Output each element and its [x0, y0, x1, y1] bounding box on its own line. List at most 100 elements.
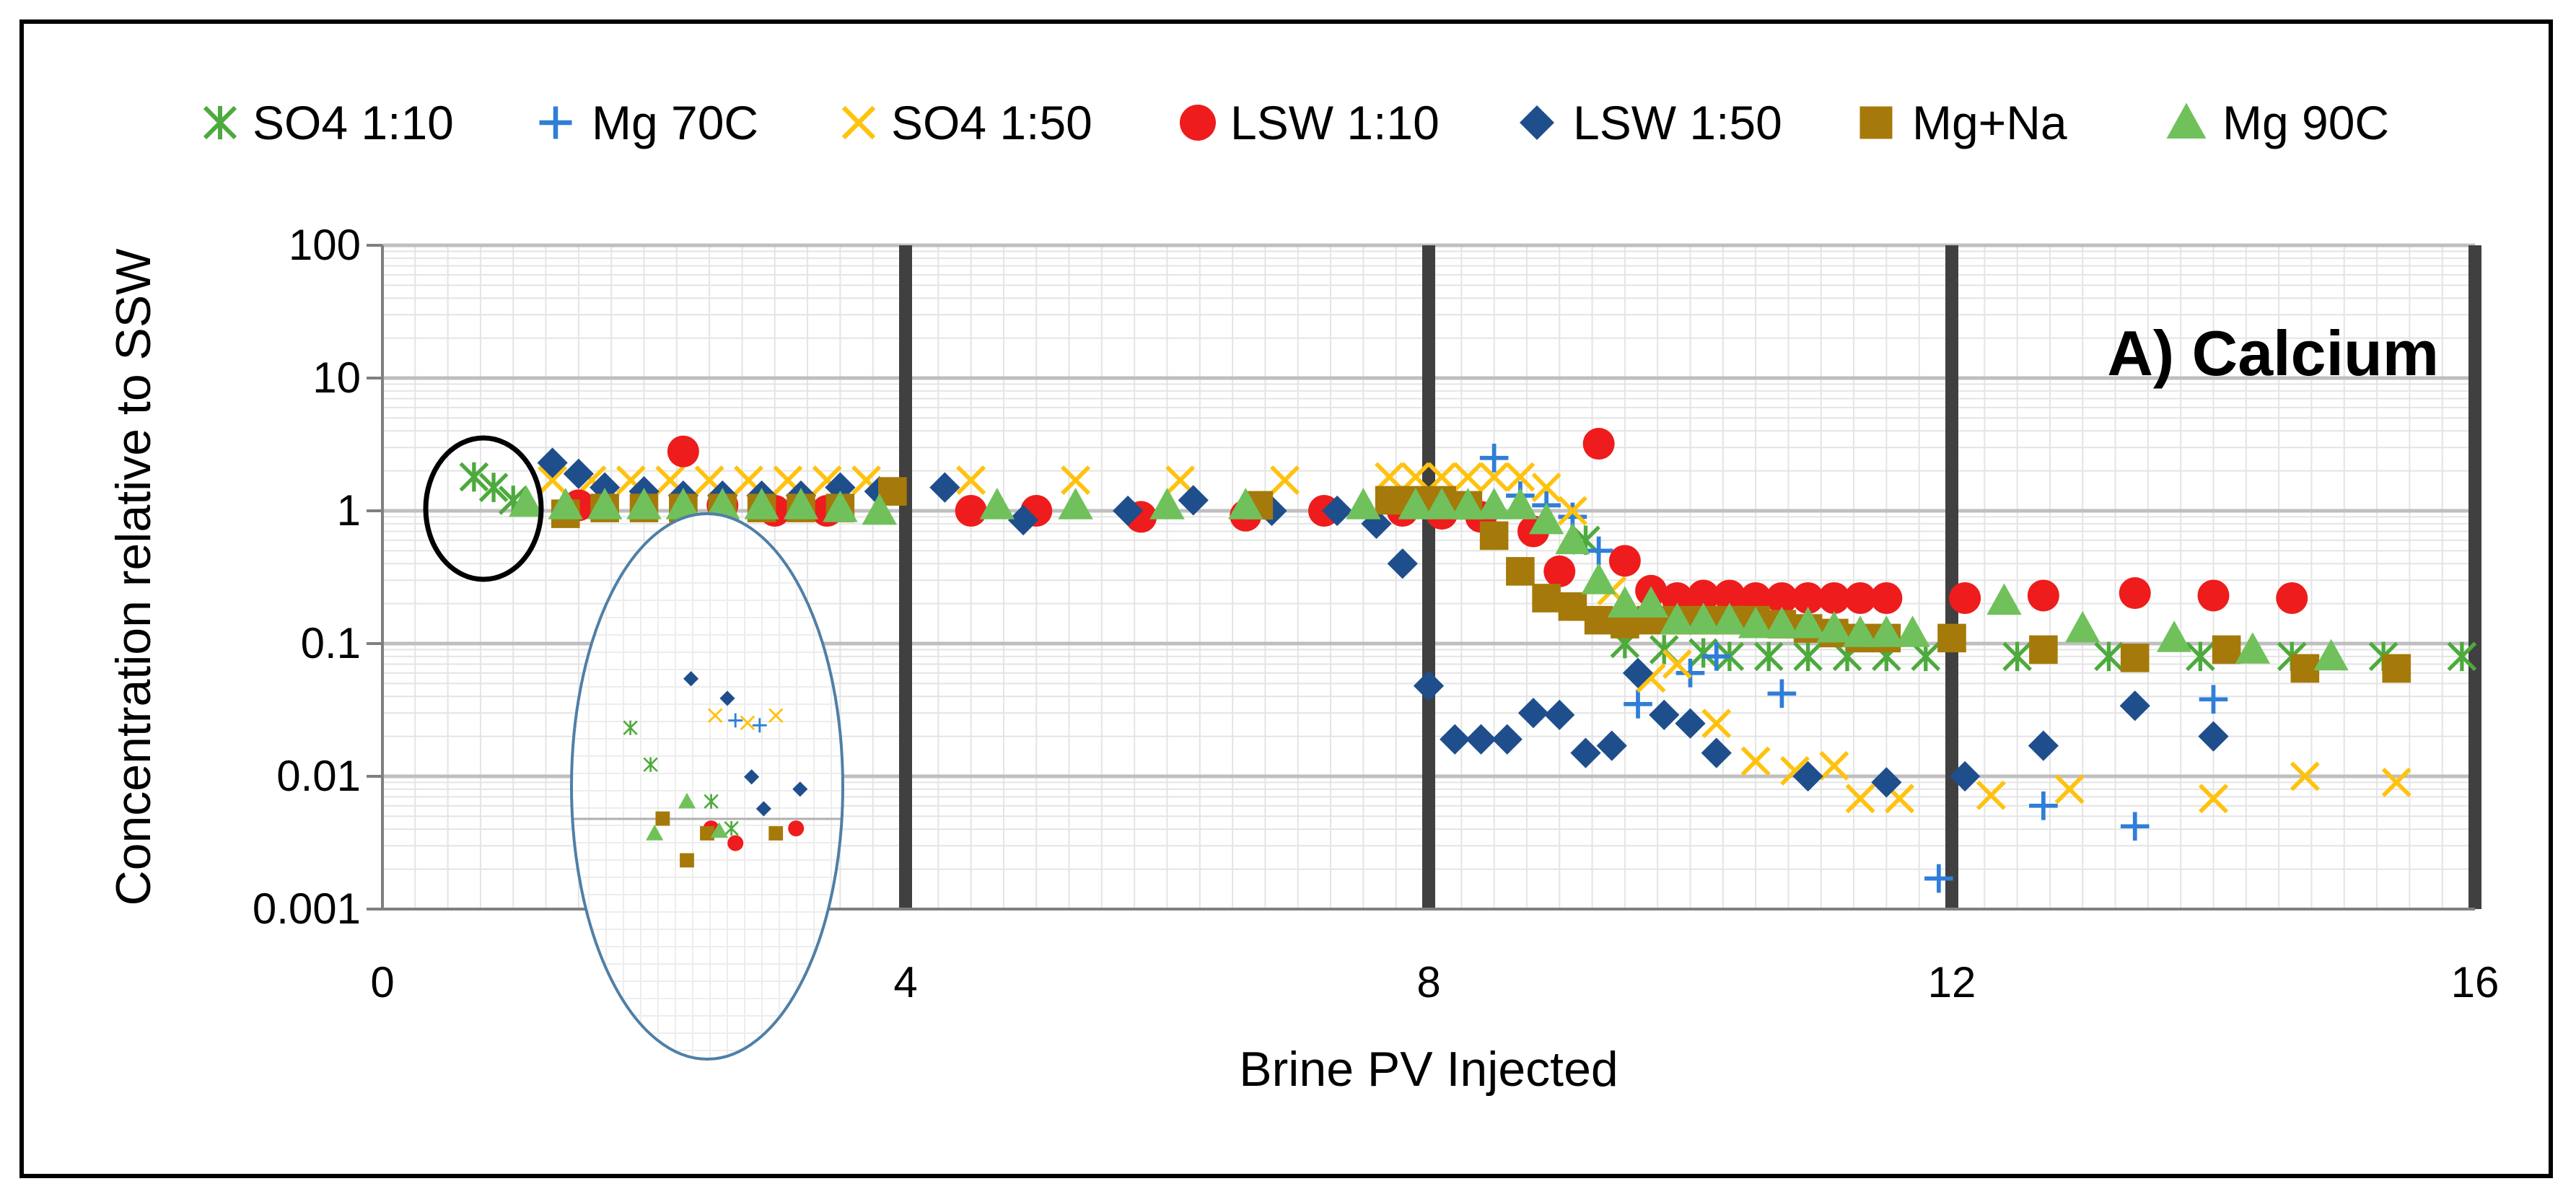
inset-data-point — [683, 671, 699, 687]
data-point — [537, 447, 568, 478]
inset-data-point — [727, 835, 744, 851]
data-point — [1543, 555, 1576, 587]
y-tick-labels: 0.001 0.01 0.1 1 10 100 — [253, 221, 361, 933]
data-point — [2029, 635, 2058, 664]
y-tick-label: 10 — [312, 354, 361, 402]
data-point — [2198, 721, 2229, 752]
legend-marker — [1180, 105, 1216, 141]
data-point — [1738, 606, 1774, 639]
data-point — [563, 458, 594, 489]
x-tick-labels: 0 4 8 12 16 — [370, 958, 2499, 1006]
legend-label: LSW 1:10 — [1230, 96, 1440, 149]
legend-marker — [1520, 105, 1554, 140]
data-point — [1688, 638, 1718, 668]
data-point — [1479, 443, 1509, 473]
data-point — [1793, 641, 1823, 672]
data-point — [2120, 644, 2150, 672]
stage-lines — [899, 245, 2481, 909]
data-point — [1687, 579, 1719, 612]
inset-data-point — [707, 708, 723, 723]
inset-data-point — [646, 824, 664, 841]
data-point — [783, 488, 819, 519]
inset-data-point — [728, 713, 743, 728]
data-point — [1662, 649, 1692, 680]
data-point — [1584, 605, 1613, 635]
data-point — [2119, 690, 2150, 721]
data-point — [2235, 632, 2271, 664]
data-point — [1270, 465, 1300, 496]
data-point — [2198, 784, 2229, 814]
legend-marker — [203, 105, 237, 140]
data-point — [2054, 774, 2085, 804]
data-point — [1701, 737, 1732, 768]
data-point — [1528, 502, 1564, 535]
legend-label: LSW 1:50 — [1573, 96, 1782, 149]
data-point — [1986, 583, 2022, 615]
data-point — [1544, 699, 1575, 731]
data-point — [1228, 488, 1263, 519]
data-point — [744, 488, 779, 519]
legend-label: SO4 1:50 — [891, 96, 1092, 149]
data-point — [2212, 635, 2241, 664]
legend-marker — [2166, 102, 2207, 139]
data-point — [478, 473, 509, 502]
data-point — [1517, 698, 1549, 729]
inset-magnified-view — [570, 512, 844, 1061]
inset-data-point — [788, 820, 805, 837]
data-point — [862, 493, 897, 525]
data-point — [2027, 579, 2059, 612]
data-point — [1649, 699, 1680, 731]
inset-border — [570, 512, 844, 1061]
inset-content — [571, 514, 843, 1059]
data-point — [2381, 767, 2411, 797]
data-point — [1440, 724, 1471, 755]
y-tick-label: 0.001 — [253, 885, 361, 933]
data-point — [1767, 679, 1797, 708]
legend-item: SO4 1:10 — [203, 96, 454, 149]
data-point — [1792, 582, 1824, 614]
data-point — [1427, 462, 1457, 492]
data-point — [2120, 812, 2150, 841]
data-point — [548, 488, 583, 519]
data-point — [929, 472, 960, 503]
data-point — [1740, 746, 1771, 776]
data-point — [1818, 582, 1850, 614]
data-point — [2199, 685, 2228, 714]
data-point — [626, 488, 662, 519]
data-point — [1819, 750, 1849, 781]
data-point — [2156, 620, 2192, 652]
data-point — [1450, 488, 1486, 519]
data-point — [1008, 504, 1039, 536]
data-point — [2028, 730, 2059, 761]
data-point — [1557, 496, 1587, 526]
data-point — [1845, 784, 1875, 814]
inset-data-point — [623, 720, 638, 735]
data-point — [1058, 488, 1093, 519]
data-point — [2065, 610, 2100, 643]
y-axis-label: Concentration relative to SSW — [106, 249, 161, 906]
inset-data-point — [678, 792, 696, 809]
data-point — [2290, 761, 2320, 791]
data-point — [1792, 760, 1823, 792]
data-point — [2029, 791, 2058, 820]
data-point — [1479, 462, 1510, 492]
data-point — [667, 435, 699, 468]
data-point — [1375, 486, 1404, 515]
data-point — [1608, 545, 1641, 577]
inset-data-point — [680, 853, 694, 868]
data-point — [1346, 488, 1381, 519]
data-point — [1937, 623, 1966, 653]
data-point — [1401, 462, 1431, 492]
inset-data-point — [704, 794, 719, 809]
data-point — [1675, 708, 1706, 739]
data-point — [1675, 659, 1705, 688]
legend-marker — [1859, 106, 1893, 139]
data-point — [1950, 760, 1981, 792]
x-tick-label: 8 — [1416, 958, 1440, 1006]
data-point — [2447, 641, 2477, 672]
data-point — [1178, 485, 1209, 516]
y-tick-label: 1 — [337, 486, 361, 535]
inset-background — [571, 514, 843, 1059]
data-point — [1869, 615, 1904, 647]
legend-item: Mg 70C — [539, 96, 758, 149]
